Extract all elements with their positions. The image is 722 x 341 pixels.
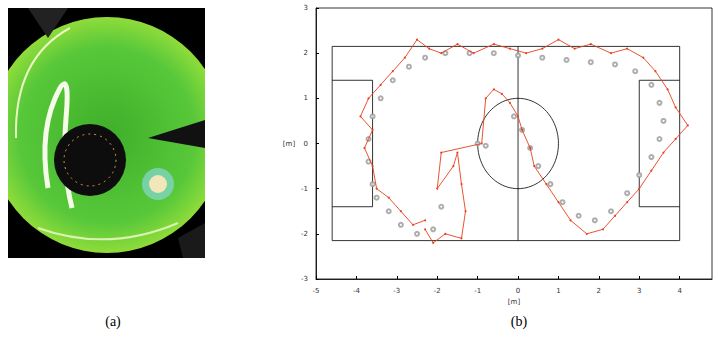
html-text:(b): (b) — [510, 314, 528, 329]
svg-text:0: 0 — [516, 287, 520, 295]
svg-text:3: 3 — [304, 4, 308, 12]
svg-text:1: 1 — [556, 287, 560, 295]
svg-text:3: 3 — [637, 287, 641, 295]
svg-text:2: 2 — [597, 287, 601, 295]
svg-text:-2: -2 — [301, 230, 308, 238]
svg-text:-1: -1 — [474, 287, 481, 295]
svg-text:-3: -3 — [301, 275, 308, 283]
svg-text:-1: -1 — [301, 185, 308, 193]
svg-text:[m]: [m] — [283, 140, 296, 148]
svg-text:0: 0 — [304, 140, 308, 148]
svg-text:2: 2 — [304, 49, 308, 57]
html-text:(a): (a) — [105, 314, 121, 329]
svg-text:-4: -4 — [353, 287, 361, 295]
svg-text:[m]: [m] — [508, 298, 521, 306]
svg-text:4: 4 — [677, 287, 682, 295]
svg-text:-5: -5 — [313, 287, 320, 295]
svg-text:-2: -2 — [434, 287, 441, 295]
svg-text:-3: -3 — [393, 287, 400, 295]
svg-text:1: 1 — [304, 94, 308, 102]
